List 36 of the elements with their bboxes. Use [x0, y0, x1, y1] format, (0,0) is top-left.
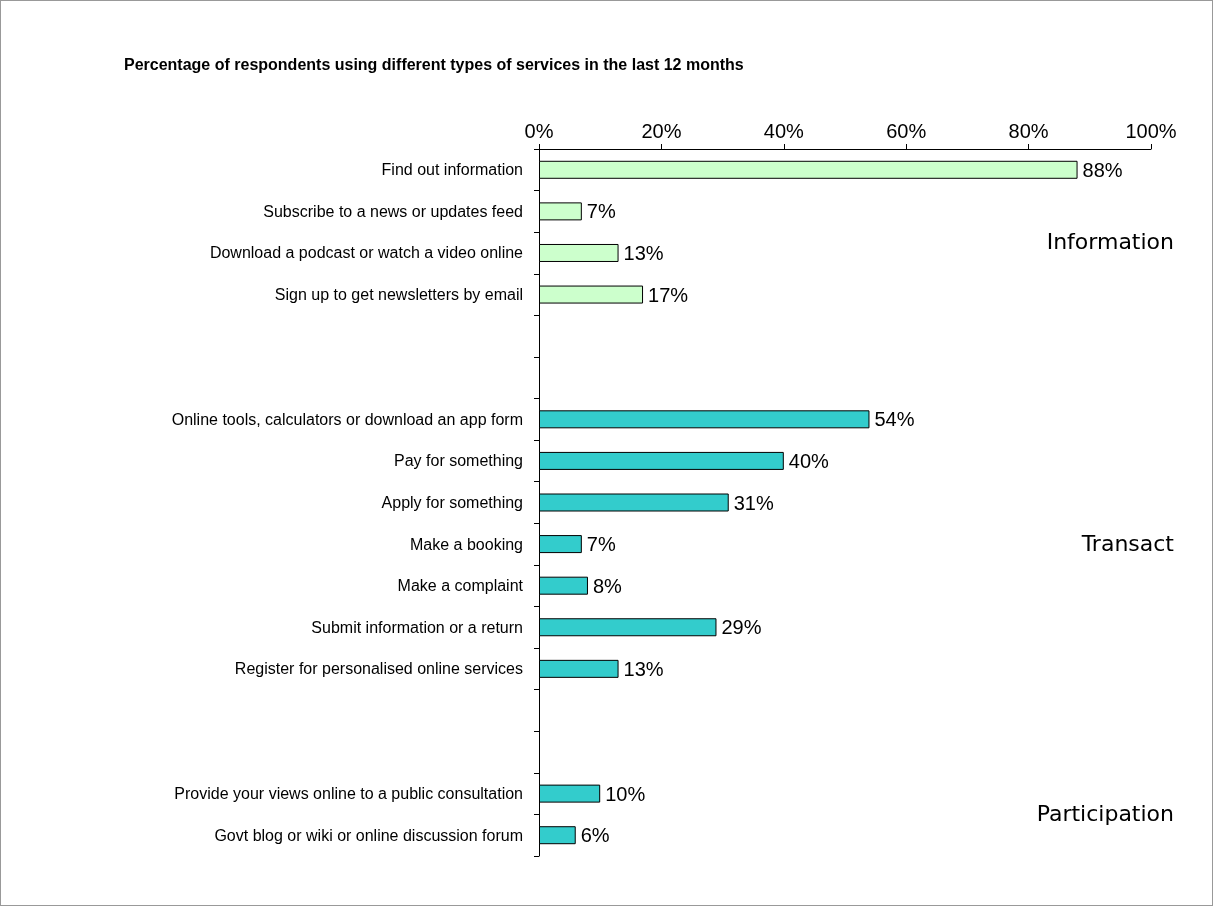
y-tick-label: Govt blog or wiki or online discussion forum: [214, 826, 523, 844]
x-tick-label: 100%: [1125, 120, 1177, 142]
data-label: 6%: [580, 824, 610, 847]
y-tick-label: Sign up to get newsletters by email: [274, 286, 523, 304]
y-tick-label: Provide your views online to a public consultation: [174, 785, 523, 803]
y-tick-label: Submit information or a return: [311, 618, 523, 636]
annotation: Participation: [1036, 800, 1174, 826]
y-tick-label: Download a podcast or watch a video online: [209, 244, 524, 262]
data-label: 88%: [1082, 158, 1123, 181]
y-tick-label: Make a booking: [410, 535, 523, 553]
data-label: 17%: [648, 283, 689, 306]
data-label: 54%: [874, 408, 915, 431]
data-label: 13%: [623, 657, 664, 680]
data-label: 7%: [586, 533, 616, 556]
y-tick-label: Register for personalised online services: [234, 660, 523, 678]
data-label: 10%: [605, 782, 646, 805]
x-tick-label: 0%: [524, 120, 554, 142]
y-tick-label: Pay for something: [394, 452, 523, 470]
annotation: Information: [1046, 228, 1175, 254]
data-label: 29%: [721, 616, 762, 639]
y-tick-label: Online tools, calculators or download an app form: [171, 410, 523, 428]
data-label: 40%: [788, 449, 830, 472]
x-tick-label: 40%: [763, 120, 805, 142]
annotation: Transact: [1080, 530, 1175, 556]
y-tick-label: Find out information: [381, 161, 523, 179]
chart-title: Percentage of respondents using different types of services in the last 12 months: [124, 55, 744, 73]
y-tick-label: Make a complaint: [397, 577, 524, 595]
data-label: 13%: [623, 241, 664, 264]
x-tick-label: 60%: [886, 120, 927, 142]
data-label: 31%: [733, 491, 774, 514]
y-tick-label: Subscribe to a news or updates feed: [263, 202, 523, 220]
x-tick-label: 80%: [1008, 120, 1049, 142]
data-label: 7%: [586, 200, 616, 223]
y-tick-label: Apply for something: [381, 494, 523, 511]
x-tick-label: 20%: [641, 120, 682, 142]
data-label: 8%: [592, 574, 623, 597]
